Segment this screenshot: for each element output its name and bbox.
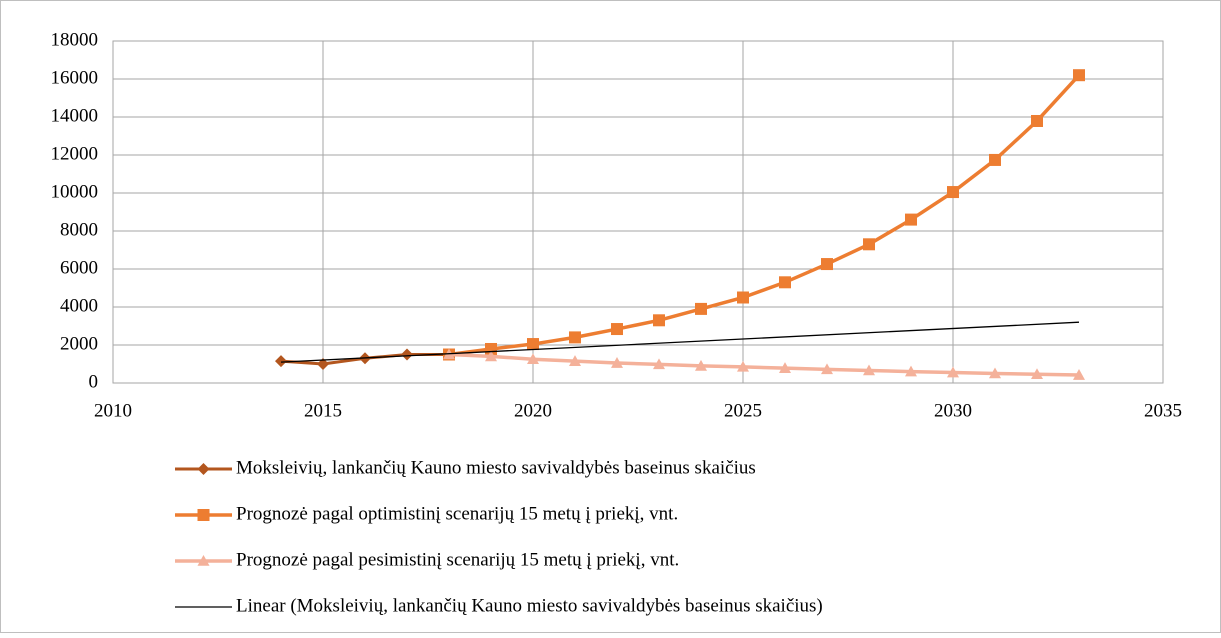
y-tick-label: 18000	[51, 29, 99, 50]
marker	[527, 353, 539, 365]
marker	[695, 302, 707, 315]
series-line	[448, 352, 1080, 377]
legend-label: Moksleivių, lankančių Kauno miesto saviv…	[236, 457, 756, 478]
y-tick-label: 6000	[60, 257, 98, 278]
marker	[863, 238, 875, 251]
marker	[275, 355, 287, 368]
marker	[569, 355, 581, 366]
y-tick-label: 14000	[51, 105, 99, 126]
marker	[737, 360, 749, 372]
marker	[527, 338, 539, 351]
y-tick-label: 12000	[51, 143, 99, 164]
marker	[695, 359, 707, 371]
marker	[989, 153, 1001, 166]
marker	[485, 350, 497, 362]
x-tick-label: 2030	[934, 400, 972, 421]
marker	[947, 186, 959, 199]
marker	[905, 213, 917, 226]
marker	[1073, 69, 1085, 82]
marker	[197, 463, 210, 475]
plot-border	[112, 40, 1164, 384]
marker	[569, 331, 581, 344]
marker	[905, 365, 917, 377]
legend-label: Linear (Moksleivių, lankančių Kauno mies…	[236, 595, 823, 616]
marker	[1073, 369, 1085, 380]
x-tick-label: 2010	[94, 400, 132, 421]
marker	[779, 362, 791, 373]
series-line	[448, 74, 1081, 357]
marker	[611, 357, 623, 368]
x-tick-label: 2035	[1144, 400, 1182, 421]
x-tick-label: 2025	[724, 400, 762, 421]
marker	[779, 276, 791, 289]
marker	[401, 348, 413, 361]
marker	[611, 323, 623, 336]
y-tick-label: 8000	[60, 219, 98, 240]
marker	[653, 314, 665, 327]
marker	[989, 367, 1001, 379]
legend-label: Prognozė pagal pesimistinį scenarijų 15 …	[236, 549, 679, 570]
y-tick-label: 4000	[60, 295, 98, 316]
y-tick-label: 16000	[51, 67, 99, 88]
marker	[197, 509, 210, 521]
legend-label: Prognozė pagal optimistinį scenarijų 15 …	[236, 503, 678, 524]
marker	[317, 358, 329, 370]
marker	[197, 555, 210, 566]
series-line	[280, 321, 1080, 363]
marker	[947, 366, 959, 378]
y-tick-label: 2000	[60, 333, 98, 354]
y-tick-label: 0	[89, 371, 99, 392]
marker	[863, 364, 875, 376]
y-tick-label: 10000	[51, 181, 99, 202]
marker	[1031, 368, 1043, 380]
marker	[821, 363, 833, 375]
marker	[821, 258, 833, 271]
marker	[1031, 114, 1043, 127]
x-tick-label: 2020	[514, 400, 552, 421]
x-tick-label: 2015	[304, 400, 342, 421]
marker	[737, 291, 749, 304]
marker	[653, 358, 665, 370]
